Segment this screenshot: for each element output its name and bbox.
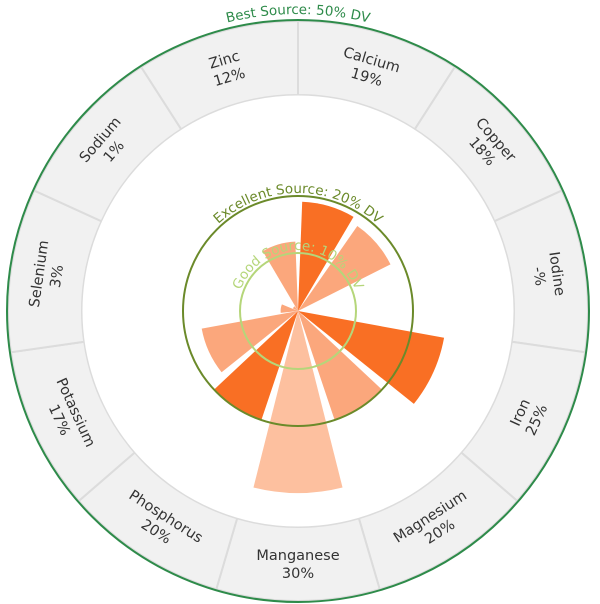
good-source-ring — [239, 252, 357, 370]
category-name: Manganese — [256, 548, 339, 564]
category-value: -% — [529, 266, 548, 287]
bar-iron — [298, 311, 445, 404]
bar-manganese — [253, 311, 343, 493]
bar-group — [201, 201, 445, 493]
bar-selenium — [280, 304, 298, 313]
bar-magnesium — [298, 311, 382, 421]
bar-potassium — [201, 311, 298, 373]
best-source-ring — [6, 19, 590, 603]
bar-sodium — [292, 306, 298, 311]
bar-copper — [298, 226, 391, 311]
category-value: 30% — [282, 566, 314, 582]
category-label-manganese: Manganese 30% — [256, 548, 339, 582]
category-label-iodine: Iodine-% — [529, 251, 567, 297]
bar-calcium — [298, 201, 354, 311]
category-value: 3% — [48, 264, 67, 289]
category-name: Iodine — [545, 251, 567, 297]
excellent-source-ring — [182, 195, 414, 427]
bar-phosphorus — [214, 311, 298, 421]
category-ring: Calcium19%Copper18%Iodine-%Iron25%Magnes… — [6, 19, 590, 603]
